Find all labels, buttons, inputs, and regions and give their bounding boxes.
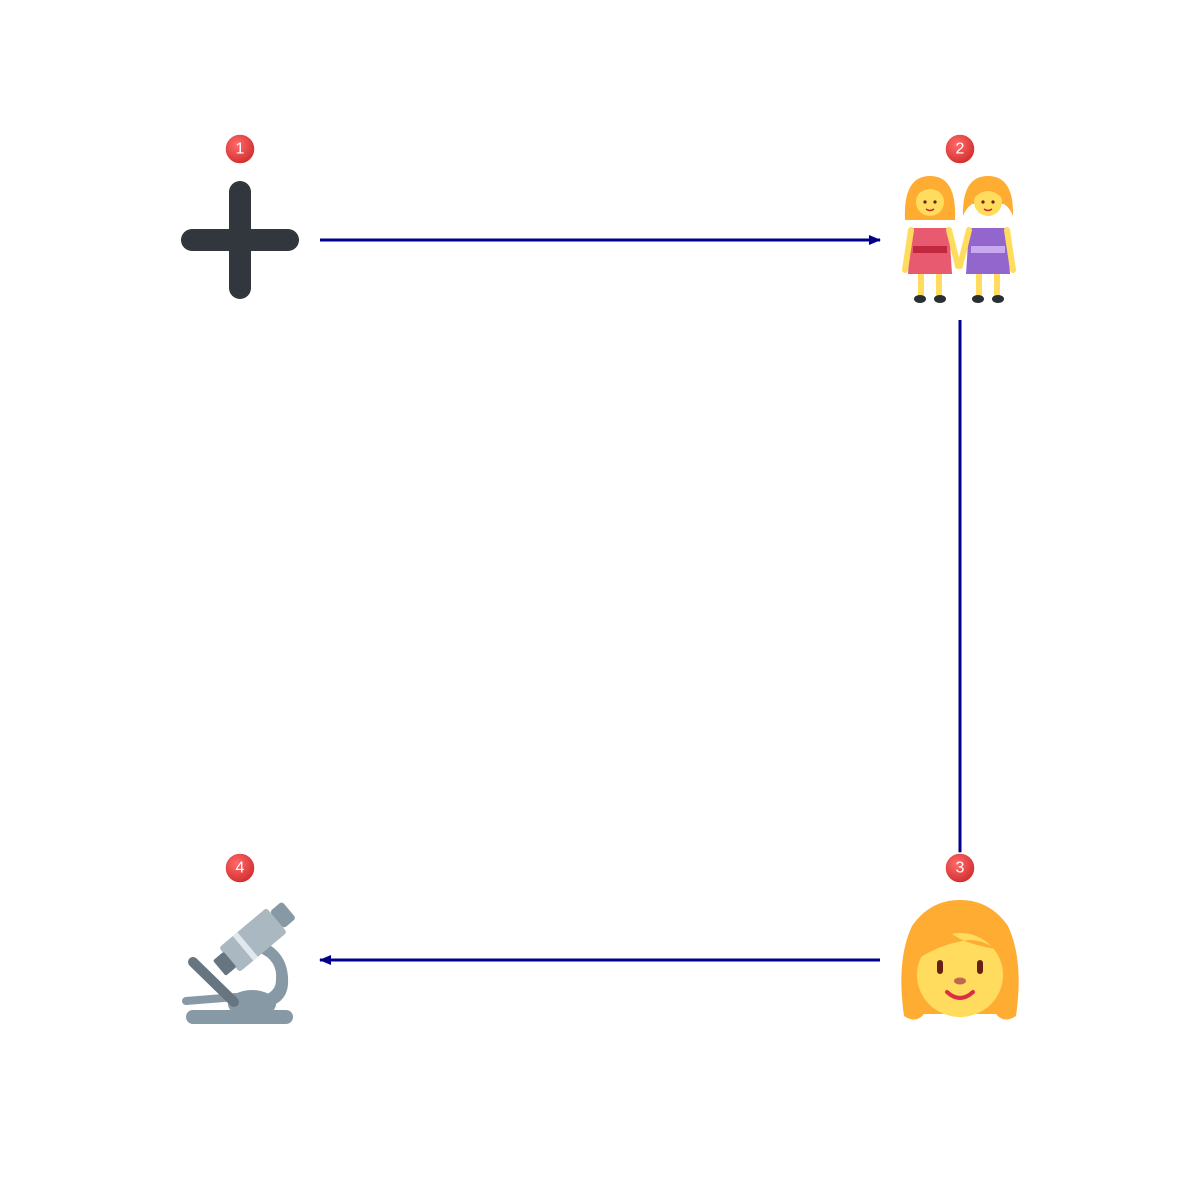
two-women-holding-hands-icon [902, 176, 1016, 303]
step-badge: 1 [224, 133, 256, 165]
step-badge: 3 [944, 852, 976, 884]
node-2[interactable]: 2 [902, 133, 1016, 303]
node-4[interactable]: 4 [182, 852, 299, 1024]
node-3[interactable]: 3 [901, 852, 1019, 1020]
plus-icon [181, 181, 299, 299]
step-badge: 4 [224, 852, 256, 884]
microscope-icon [182, 902, 295, 1024]
step-badge-label: 4 [236, 860, 245, 877]
node-1[interactable]: 1 [181, 133, 299, 299]
woman-face-icon [901, 900, 1019, 1020]
step-badge-label: 2 [956, 141, 965, 158]
step-badge-label: 3 [956, 860, 965, 877]
step-badge: 2 [944, 133, 976, 165]
step-badge-label: 1 [236, 141, 245, 158]
